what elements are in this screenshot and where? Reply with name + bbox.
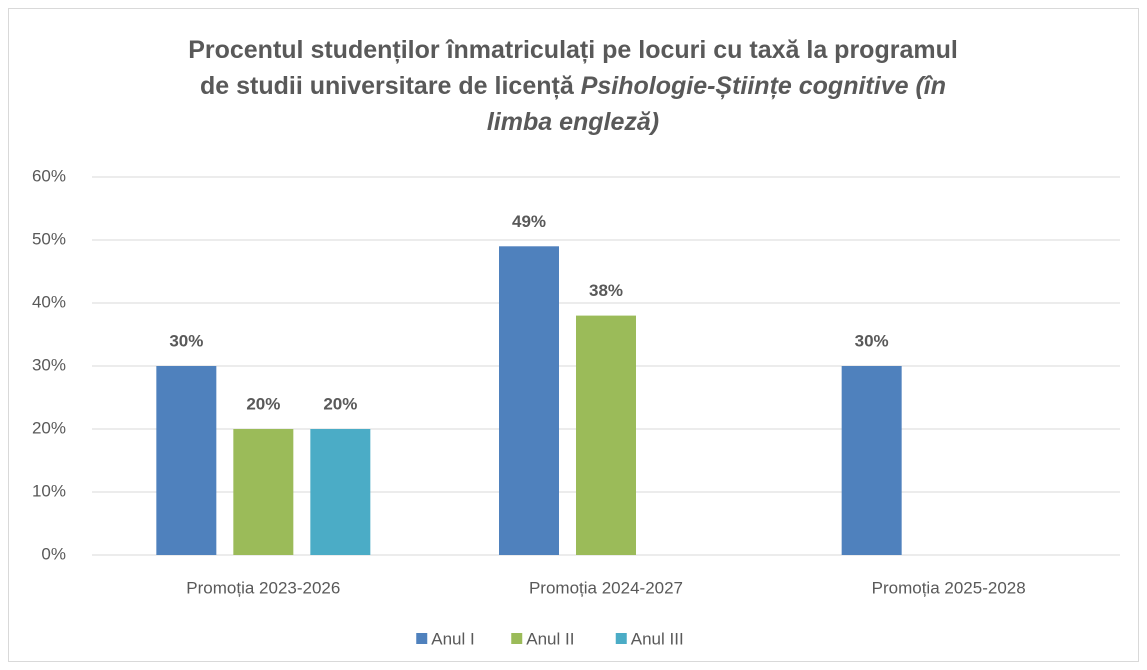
y-tick-label: 20% bbox=[32, 418, 66, 437]
x-tick-label: Promoția 2024-2027 bbox=[529, 578, 683, 597]
data-label: 49% bbox=[512, 212, 546, 231]
data-label: 20% bbox=[323, 394, 357, 413]
legend-label: Anul II bbox=[526, 629, 574, 648]
title-emphasis: Psihologie-Științe cognitive (în limba e… bbox=[486, 72, 946, 136]
bar bbox=[156, 366, 217, 555]
y-tick-label: 0% bbox=[41, 544, 66, 563]
bar bbox=[233, 429, 294, 555]
data-label: 30% bbox=[855, 331, 889, 350]
x-tick-label: Promoția 2025-2028 bbox=[872, 578, 1026, 597]
legend-label: Anul I bbox=[431, 629, 474, 648]
bar bbox=[499, 246, 559, 556]
bar bbox=[576, 315, 636, 555]
bar bbox=[841, 366, 902, 555]
y-tick-label: 10% bbox=[32, 481, 66, 500]
legend-swatch bbox=[416, 633, 428, 644]
legend-label: Anul III bbox=[631, 629, 684, 648]
bar bbox=[310, 429, 371, 555]
x-tick-label: Promoția 2023-2026 bbox=[186, 578, 340, 597]
y-tick-label: 30% bbox=[32, 355, 66, 374]
y-tick-label: 50% bbox=[32, 229, 66, 248]
data-label: 30% bbox=[169, 331, 203, 350]
legend-swatch bbox=[615, 633, 627, 644]
y-tick-label: 40% bbox=[32, 292, 66, 311]
chart-title: Procentul studenților înmatriculați pe l… bbox=[173, 32, 973, 140]
title-main: Procentul studenților înmatriculați pe l… bbox=[188, 36, 958, 100]
data-label: 20% bbox=[246, 394, 280, 413]
y-tick-label: 60% bbox=[32, 166, 66, 185]
data-label: 38% bbox=[589, 281, 623, 300]
legend-swatch bbox=[511, 633, 523, 644]
